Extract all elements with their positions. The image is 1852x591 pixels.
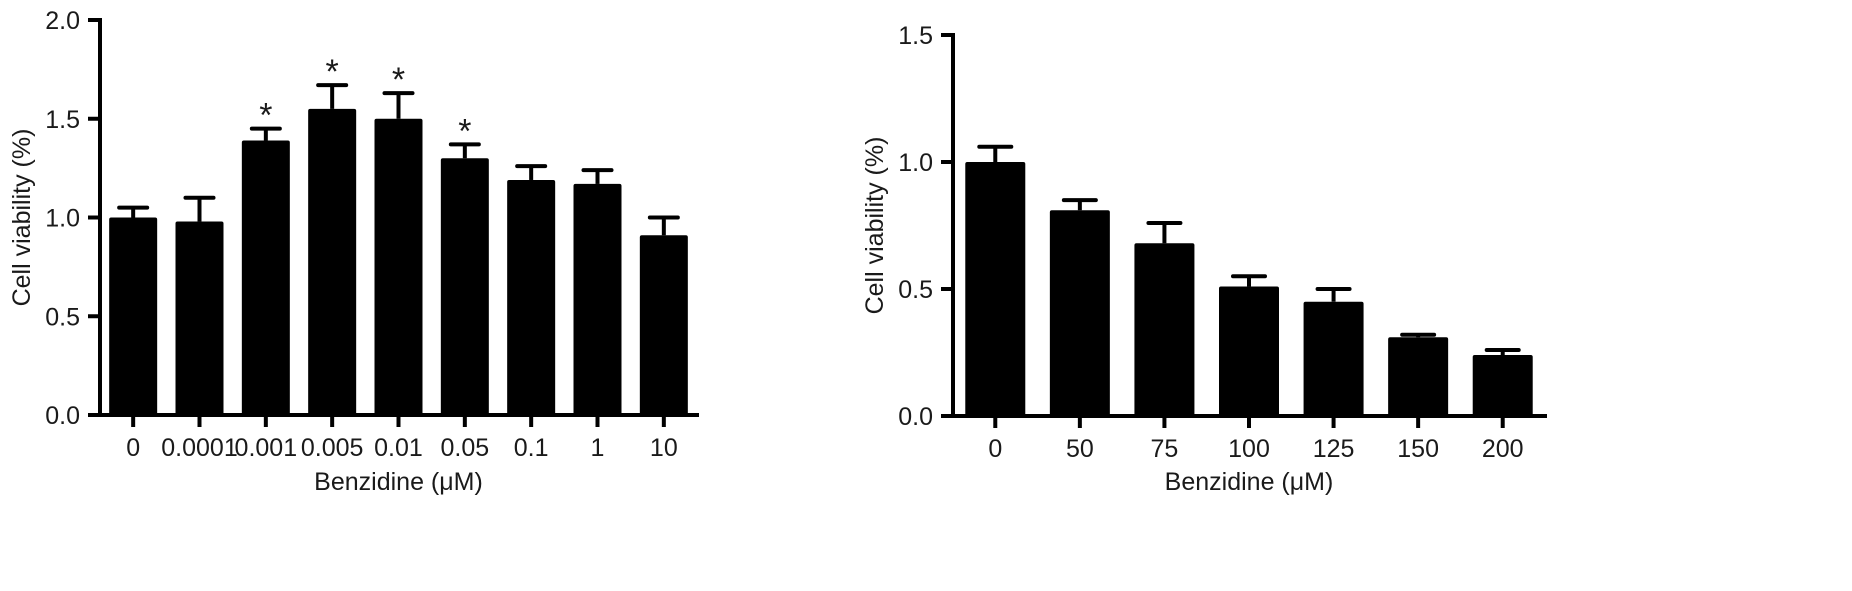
bar xyxy=(507,179,556,415)
bar xyxy=(639,235,688,415)
y-axis-label: Cell viability (%) xyxy=(8,129,36,307)
y-tick-label: 1.5 xyxy=(45,106,80,134)
y-tick-label: 1.0 xyxy=(45,205,80,233)
x-tick-label: 0.0001 xyxy=(161,434,237,462)
x-tick-label: 1 xyxy=(591,434,605,462)
x-tick-label: 50 xyxy=(1066,435,1094,463)
x-tick-label: 0.001 xyxy=(235,434,298,462)
bar xyxy=(573,183,622,415)
x-tick-label: 100 xyxy=(1228,435,1270,463)
bar xyxy=(109,217,158,415)
x-tick-label: 75 xyxy=(1151,435,1179,463)
y-axis-label: Cell viability (%) xyxy=(861,137,889,315)
x-tick-label: 0.005 xyxy=(301,434,364,462)
bar xyxy=(965,162,1026,416)
bar xyxy=(1134,243,1195,416)
bar xyxy=(1388,337,1449,416)
bar xyxy=(175,221,224,415)
y-tick-label: 0.5 xyxy=(45,303,80,331)
y-tick-label: 2.0 xyxy=(45,7,80,35)
y-tick-label: 1.5 xyxy=(898,22,933,50)
x-tick-label: 200 xyxy=(1482,435,1524,463)
x-tick-label: 125 xyxy=(1313,435,1355,463)
y-tick-label: 0.0 xyxy=(898,403,933,431)
bar xyxy=(374,118,423,415)
x-tick-label: 0.01 xyxy=(374,434,423,462)
significance-marker: * xyxy=(392,61,405,99)
x-axis-label: Benzidine (μM) xyxy=(314,468,483,496)
chart-2: 0.0 0.5 1.0 1.5 0 50 75 100 125 150 200 Benzidine (… xyxy=(861,22,1547,496)
x-tick-label: 150 xyxy=(1397,435,1439,463)
x-tick-label: 0 xyxy=(126,434,140,462)
bar xyxy=(440,158,489,415)
x-tick-label: 10 xyxy=(650,434,678,462)
bar xyxy=(1303,301,1364,416)
significance-marker: * xyxy=(259,97,272,135)
bar xyxy=(1472,355,1533,416)
bar xyxy=(241,140,290,415)
bar xyxy=(308,108,357,415)
significance-marker: * xyxy=(326,53,339,91)
bar xyxy=(1049,210,1110,416)
y-tick-label: 0.0 xyxy=(45,402,80,430)
x-tick-label: 0.05 xyxy=(440,434,489,462)
y-tick-label: 0.5 xyxy=(898,276,933,304)
x-tick-label: 0 xyxy=(988,435,1002,463)
x-axis-label: Benzidine (μM) xyxy=(1165,468,1334,496)
significance-marker: * xyxy=(458,112,471,150)
x-tick-label: 0.1 xyxy=(514,434,549,462)
y-tick-label: 1.0 xyxy=(898,149,933,177)
bar xyxy=(1219,286,1279,416)
